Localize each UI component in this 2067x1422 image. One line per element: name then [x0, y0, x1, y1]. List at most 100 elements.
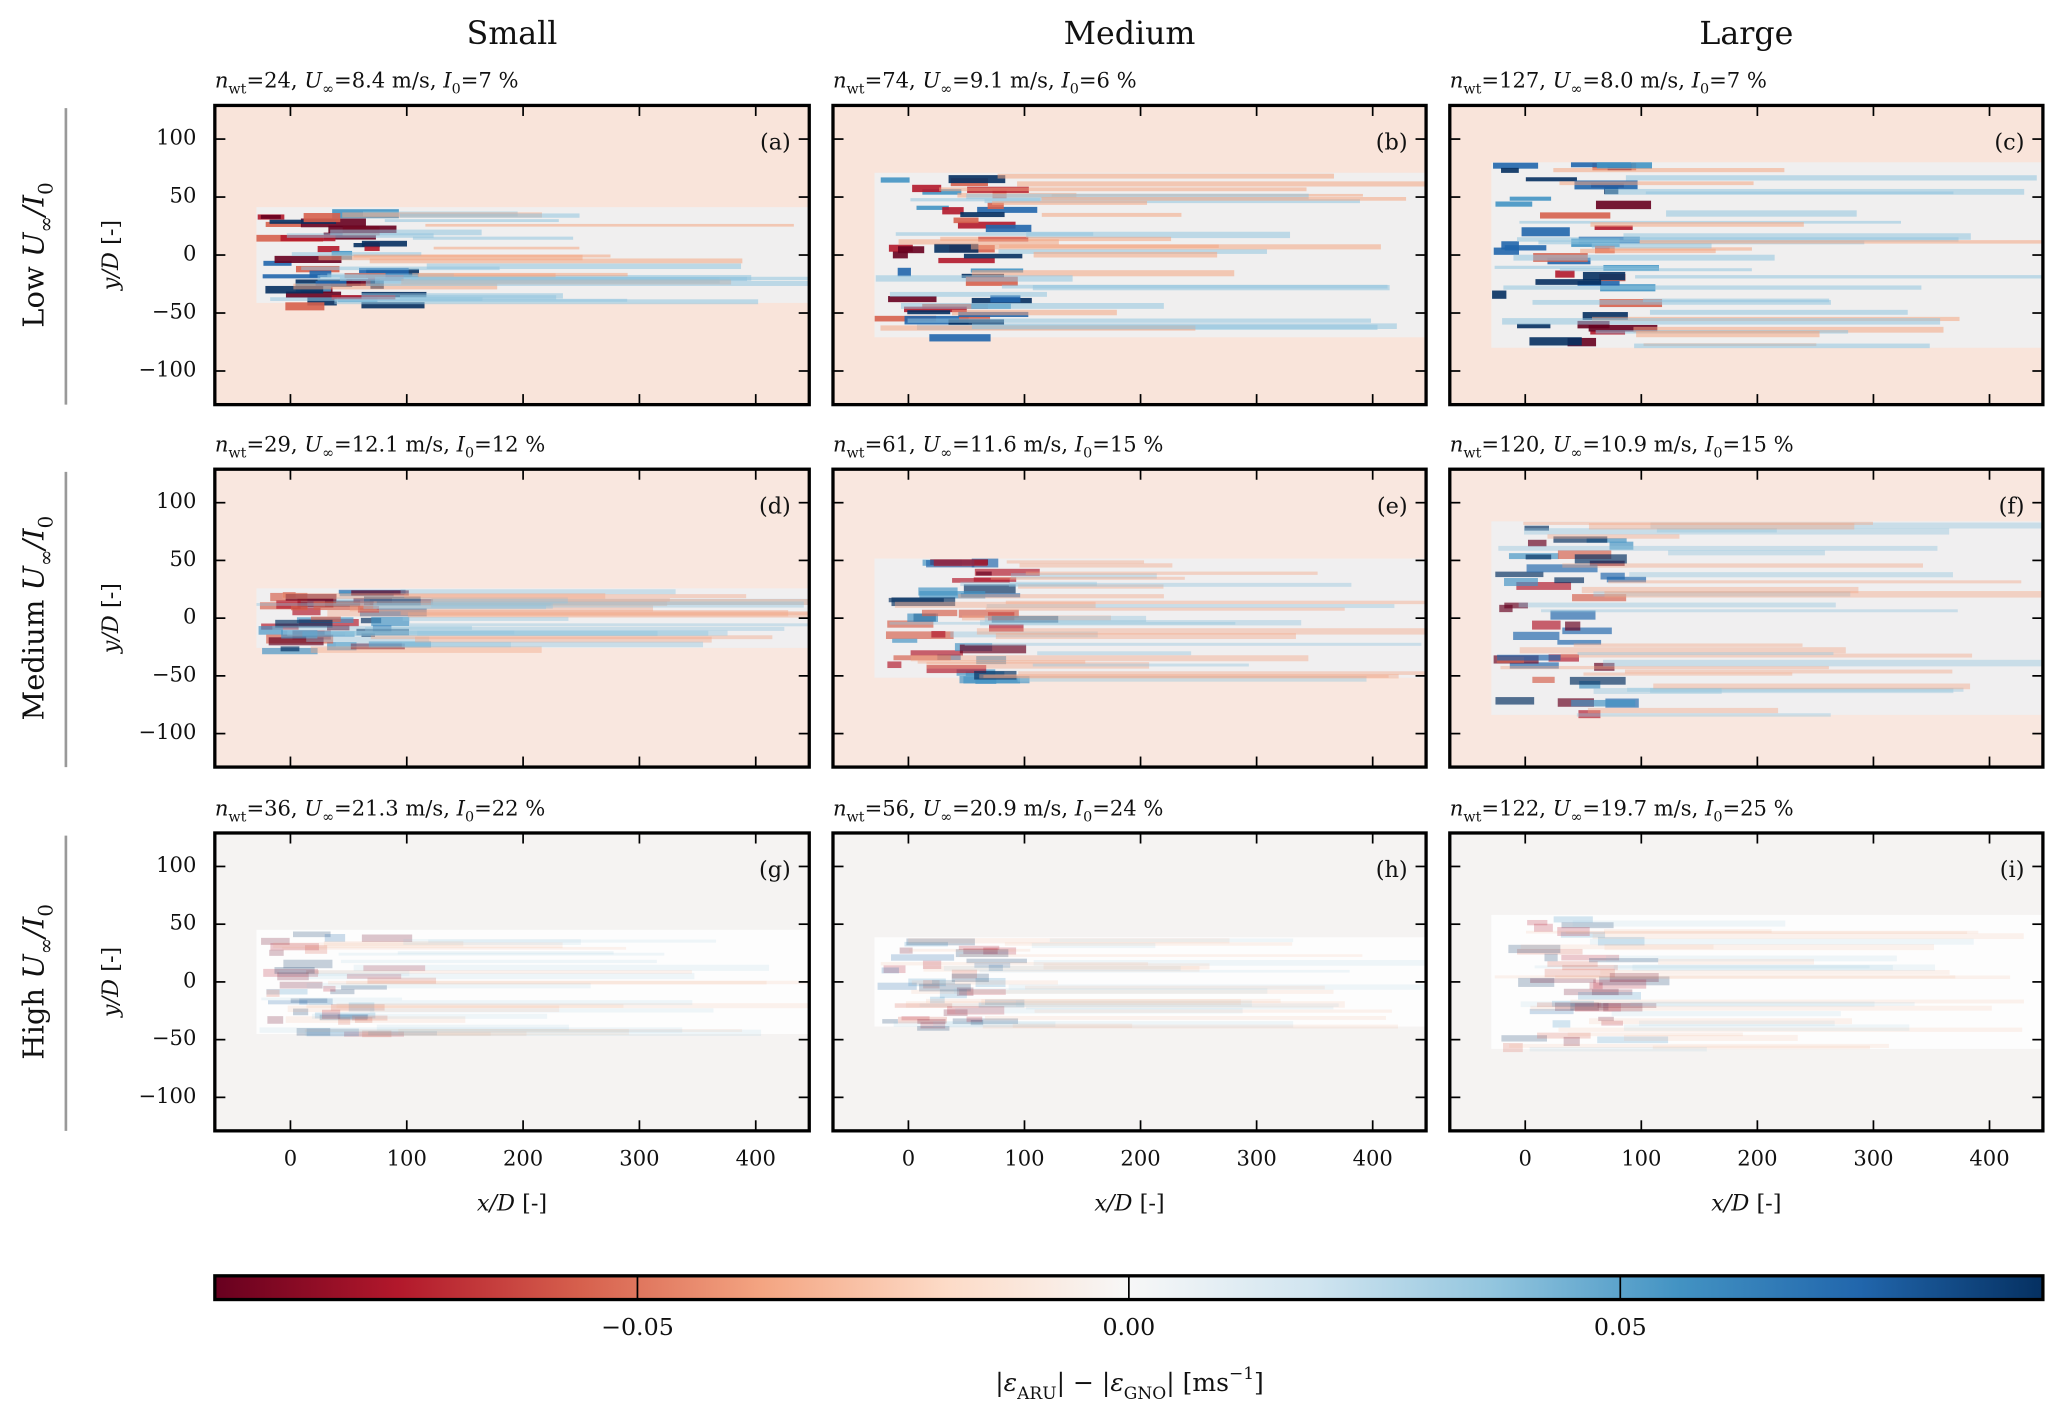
- y-tick-label: −100: [138, 1083, 196, 1108]
- wake-streak: [982, 1024, 1398, 1029]
- wake-streak: [266, 989, 280, 997]
- x-tick-label: 200: [1120, 1145, 1160, 1170]
- wake-streak: [955, 949, 1009, 958]
- wake-streak: [1503, 285, 1922, 290]
- text-segment: =22 %: [474, 795, 545, 820]
- panel-letter: (g): [759, 857, 791, 883]
- wake-streak: [259, 1027, 683, 1033]
- row-label: Medium U∞/I0: [17, 516, 58, 721]
- wake-envelope: [256, 929, 810, 1035]
- wake-streak: [336, 597, 568, 604]
- wake-streak: [1577, 320, 1610, 329]
- wake-streak: [990, 576, 1185, 580]
- wake-streak: [1529, 337, 1582, 346]
- wake-streak: [327, 642, 357, 651]
- text-segment: =20.9 m/s,: [952, 795, 1075, 820]
- wake-streak: [431, 598, 670, 602]
- wake-streak: [1594, 662, 1615, 671]
- wake-streak: [1652, 1045, 1871, 1050]
- wake-streak: [898, 239, 1059, 245]
- panel-header: nwt=74, U∞=9.1 m/s, I0=6 %: [833, 67, 1137, 98]
- wake-streak: [1541, 609, 1958, 613]
- panel-header: nwt=122, U∞=19.7 m/s, I0=25 %: [1450, 795, 1794, 825]
- text-segment: [-]: [1749, 1191, 1781, 1217]
- wake-streak: [910, 655, 1309, 662]
- wake-streak: [1592, 933, 2024, 940]
- wake-streak: [960, 593, 1021, 598]
- wake-streak: [372, 625, 392, 633]
- wake-streak: [1569, 676, 1626, 685]
- wake-streak: [1572, 594, 1627, 602]
- wake-streak: [402, 616, 569, 621]
- wake-streak: [1571, 699, 1636, 707]
- wake-streak: [894, 601, 1096, 608]
- wake-streak: [283, 959, 333, 969]
- wake-streak: [900, 302, 1164, 309]
- text-segment: 0: [1713, 445, 1722, 461]
- y-tick-label: 0: [183, 241, 196, 266]
- wake-streak: [1547, 961, 1598, 967]
- wake-streak: [336, 1003, 809, 1009]
- wake-streak: [1520, 944, 1714, 950]
- wake-streak: [1544, 953, 1558, 962]
- wake-streak: [1018, 584, 1164, 589]
- wake-streak: [891, 954, 955, 961]
- wake-streak: [1650, 688, 1954, 694]
- wake-streak: [1577, 652, 1834, 656]
- wake-streak: [956, 987, 974, 996]
- wake-streak: [1553, 536, 1608, 543]
- wake-streak: [327, 610, 789, 617]
- wake-streak: [366, 1031, 491, 1036]
- text-segment: ]: [1254, 1367, 1264, 1396]
- wake-streak: [417, 273, 556, 279]
- wake-streak: [287, 630, 709, 636]
- panel-header: nwt=29, U∞=12.1 m/s, I0=12 %: [215, 431, 545, 462]
- wake-streak: [960, 581, 1097, 587]
- wake-streak: [1598, 1016, 1614, 1022]
- wake-streak: [898, 1016, 947, 1024]
- wake-streak: [328, 980, 767, 985]
- wake-streak: [1026, 1006, 1334, 1010]
- wake-streak: [889, 621, 1236, 625]
- wake-streak: [907, 310, 951, 315]
- wake-streak: [1555, 270, 1575, 278]
- wake-streak: [399, 213, 580, 218]
- wake-streak: [952, 1018, 1019, 1024]
- wake-streak: [273, 942, 563, 949]
- wake-streak: [887, 661, 902, 669]
- wake-streak: [363, 965, 426, 972]
- wake-streak: [1588, 324, 1658, 332]
- panel: [1448, 467, 2045, 769]
- text-segment: U: [1553, 431, 1572, 456]
- panel: [213, 831, 811, 1133]
- panel: [831, 103, 1428, 407]
- y-axis-label: y/D [-]: [98, 220, 124, 291]
- wake-streak: [1049, 938, 1294, 943]
- wake-streak: [280, 646, 300, 652]
- wake-streak: [311, 1013, 548, 1019]
- wake-streak: [360, 617, 382, 624]
- colorbar-tick-label: 0.05: [1594, 1313, 1647, 1341]
- wake-streak: [321, 1009, 341, 1019]
- panel-header: nwt=127, U∞=8.0 m/s, I0=7 %: [1450, 67, 1767, 98]
- wake-streak: [364, 596, 421, 606]
- wake-streak: [425, 223, 794, 227]
- wake-streak: [979, 674, 1399, 679]
- wake-streak: [1578, 992, 1642, 1000]
- wake-streak: [974, 670, 1017, 680]
- x-tick-label: 300: [1237, 1145, 1277, 1170]
- y-tick-label: 0: [183, 967, 196, 992]
- wake-streak: [901, 1016, 930, 1021]
- text-segment: =12.1 m/s,: [334, 431, 457, 456]
- x-tick-label: 0: [1519, 1145, 1532, 1170]
- text-segment: U: [1553, 795, 1572, 820]
- wake-streak: [1521, 227, 1570, 237]
- wake-streak: [1551, 1000, 1594, 1007]
- y-axis-label: y/D [-]: [98, 947, 124, 1018]
- wake-streak: [409, 623, 810, 627]
- wake-streak: [361, 302, 425, 309]
- wake-streak: [323, 941, 464, 947]
- text-segment: =9.1 m/s,: [952, 67, 1061, 92]
- wake-streak: [1525, 554, 1552, 560]
